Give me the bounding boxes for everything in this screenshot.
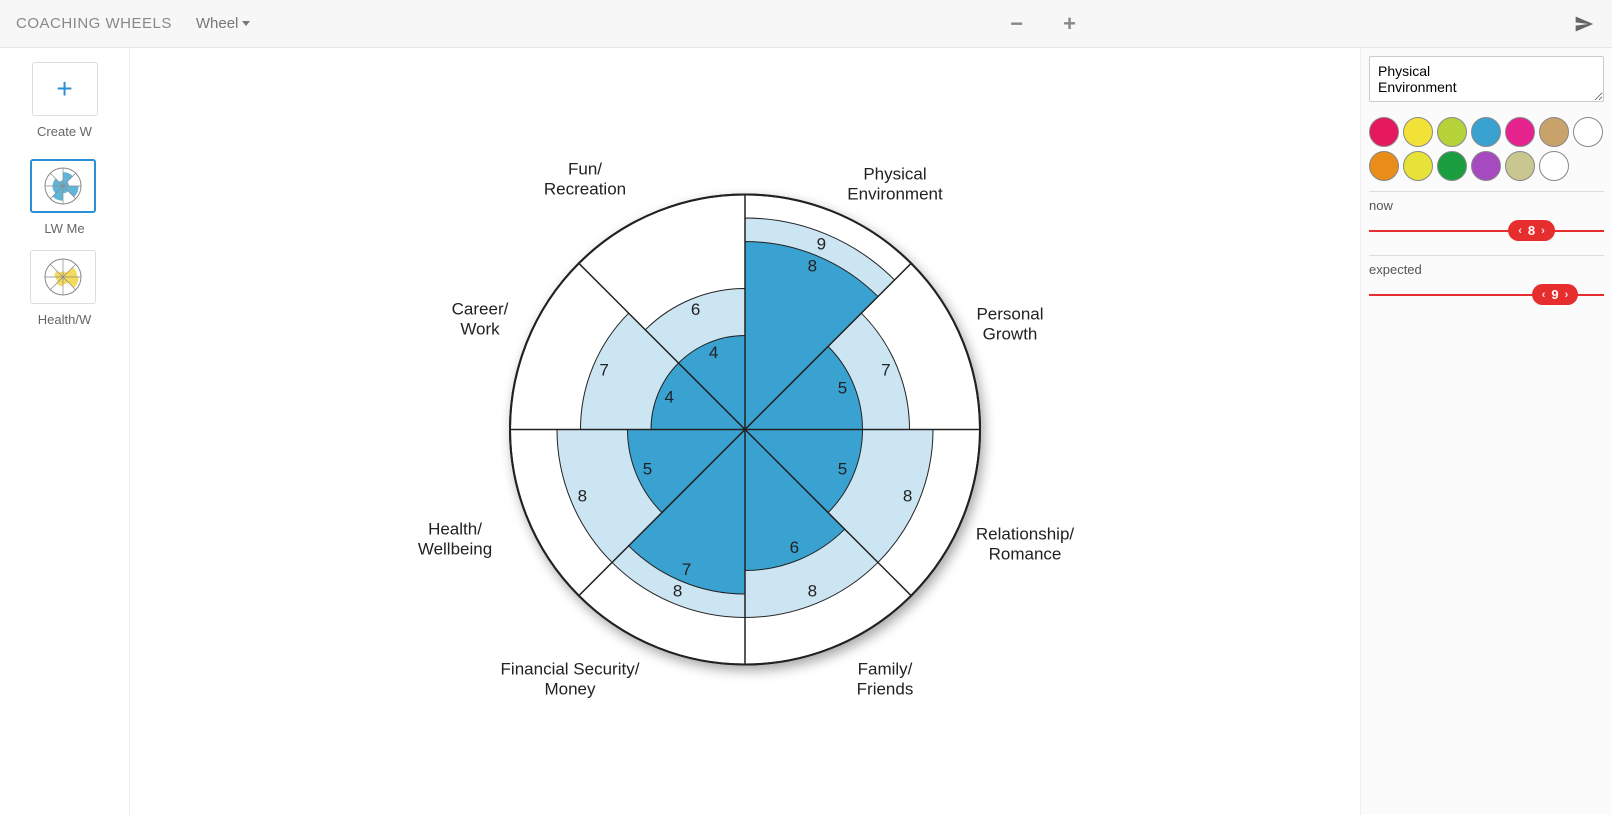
canvas[interactable]: 9875858687857464PhysicalEnvironmentPerso… bbox=[130, 48, 1360, 815]
slider-knob-now[interactable]: ‹ 8 › bbox=[1508, 220, 1555, 241]
wheel-thumb-label-0: LW Me bbox=[30, 221, 100, 236]
segment-label-5-line1: Health/ bbox=[428, 519, 482, 538]
segment-label-7-line2: Recreation bbox=[544, 179, 626, 198]
now-value-2: 5 bbox=[838, 459, 847, 478]
slider-knob-expected[interactable]: ‹ 9 › bbox=[1532, 284, 1579, 305]
expected-value-6: 7 bbox=[599, 360, 608, 379]
color-swatch-8[interactable] bbox=[1403, 151, 1433, 181]
color-swatch-4[interactable] bbox=[1505, 117, 1535, 147]
expected-value-1: 7 bbox=[881, 360, 890, 379]
wheel-thumb-0[interactable] bbox=[30, 159, 96, 213]
now-value-6: 4 bbox=[665, 387, 674, 406]
segment-label-6-line2: Work bbox=[460, 319, 500, 338]
now-value-7: 4 bbox=[709, 343, 718, 362]
create-wheel-button[interactable]: + bbox=[32, 62, 98, 116]
wheel-thumb-label-1: Health/W bbox=[30, 312, 100, 327]
color-swatch-11[interactable] bbox=[1505, 151, 1535, 181]
arrow-right-icon: › bbox=[1541, 225, 1545, 237]
segment-name-input[interactable] bbox=[1369, 56, 1604, 102]
color-swatches bbox=[1369, 117, 1604, 181]
wheel[interactable]: 9875858687857464PhysicalEnvironmentPerso… bbox=[345, 119, 1145, 744]
brand: COACHING WHEELS bbox=[16, 15, 172, 32]
zoom-in-button[interactable]: + bbox=[1063, 13, 1076, 35]
segment-label-2-line2: Romance bbox=[989, 544, 1062, 563]
expected-value-0: 9 bbox=[817, 234, 826, 253]
wheel-thumb-1[interactable] bbox=[30, 250, 96, 304]
arrow-right-icon: › bbox=[1565, 289, 1569, 301]
segment-label-1-line1: Personal bbox=[976, 304, 1043, 323]
send-icon[interactable] bbox=[1574, 14, 1594, 39]
segment-label-1-line2: Growth bbox=[983, 324, 1038, 343]
topbar: COACHING WHEELS Wheel − + bbox=[0, 0, 1612, 48]
sidebar: + Create W LW Me Health/W bbox=[0, 48, 130, 815]
now-value-5: 5 bbox=[643, 459, 652, 478]
wheel-menu[interactable]: Wheel bbox=[196, 15, 251, 32]
expected-value-7: 6 bbox=[691, 299, 700, 318]
chevron-down-icon bbox=[242, 21, 250, 26]
slider-label-now: now bbox=[1369, 198, 1604, 213]
slider-track-now[interactable] bbox=[1369, 230, 1604, 232]
segment-label-2-line1: Relationship/ bbox=[976, 524, 1075, 543]
expected-value-4: 8 bbox=[673, 581, 682, 600]
color-swatch-12[interactable] bbox=[1539, 151, 1569, 181]
color-swatch-9[interactable] bbox=[1437, 151, 1467, 181]
create-wheel-label: Create W bbox=[30, 124, 100, 139]
color-swatch-5[interactable] bbox=[1539, 117, 1569, 147]
now-value-0: 8 bbox=[808, 256, 817, 275]
segment-label-7-line1: Fun/ bbox=[568, 159, 602, 178]
now-value-3: 6 bbox=[790, 538, 799, 557]
expected-value-3: 8 bbox=[808, 581, 817, 600]
color-swatch-1[interactable] bbox=[1403, 117, 1433, 147]
color-swatch-10[interactable] bbox=[1471, 151, 1501, 181]
plus-icon: + bbox=[56, 75, 72, 103]
arrow-left-icon: ‹ bbox=[1518, 225, 1522, 237]
color-swatch-3[interactable] bbox=[1471, 117, 1501, 147]
slider-value-now: 8 bbox=[1528, 223, 1535, 238]
color-swatch-6[interactable] bbox=[1573, 117, 1603, 147]
segment-label-4-line1: Financial Security/ bbox=[501, 659, 640, 678]
slider-expected: expected ‹ 9 › bbox=[1369, 255, 1604, 309]
expected-value-5: 8 bbox=[578, 486, 587, 505]
slider-now: now ‹ 8 › bbox=[1369, 191, 1604, 245]
segment-label-0-line1: Physical bbox=[863, 164, 926, 183]
properties-panel: now ‹ 8 › expected ‹ 9 › bbox=[1360, 48, 1612, 815]
expected-value-2: 8 bbox=[903, 486, 912, 505]
color-swatch-7[interactable] bbox=[1369, 151, 1399, 181]
arrow-left-icon: ‹ bbox=[1542, 289, 1546, 301]
slider-value-expected: 9 bbox=[1551, 287, 1558, 302]
segment-label-0-line2: Environment bbox=[847, 184, 943, 203]
zoom-out-button[interactable]: − bbox=[1010, 13, 1023, 35]
segment-label-3-line1: Family/ bbox=[858, 659, 913, 678]
now-value-1: 5 bbox=[838, 378, 847, 397]
color-swatch-0[interactable] bbox=[1369, 117, 1399, 147]
now-value-4: 7 bbox=[682, 559, 691, 578]
segment-label-6-line1: Career/ bbox=[452, 299, 509, 318]
wheel-menu-label: Wheel bbox=[196, 15, 239, 32]
segment-label-3-line2: Friends bbox=[857, 679, 914, 698]
slider-label-expected: expected bbox=[1369, 262, 1604, 277]
color-swatch-2[interactable] bbox=[1437, 117, 1467, 147]
segment-label-5-line2: Wellbeing bbox=[418, 539, 492, 558]
segment-label-4-line2: Money bbox=[544, 679, 596, 698]
zoom-controls: − + bbox=[1010, 13, 1076, 35]
